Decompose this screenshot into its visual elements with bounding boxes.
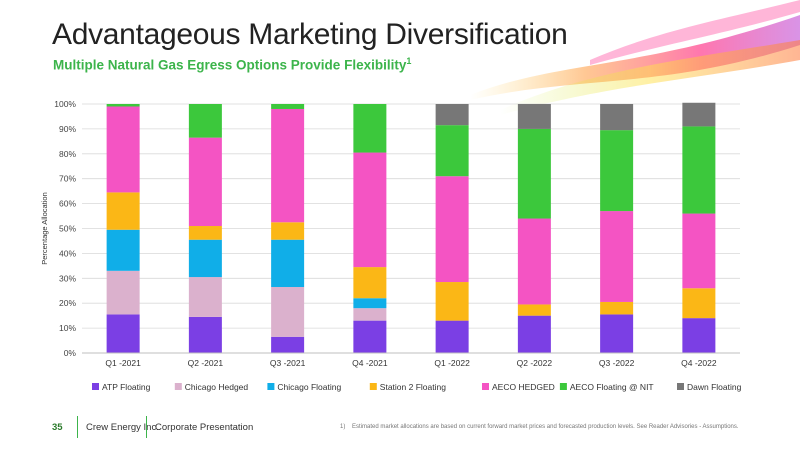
bar-segment bbox=[435, 125, 469, 177]
x-tick-label: Q3 -2022 bbox=[599, 358, 635, 368]
bar-segment bbox=[353, 320, 387, 353]
y-tick-label: 60% bbox=[59, 199, 76, 209]
legend-swatch bbox=[677, 383, 684, 390]
bar-segment bbox=[600, 314, 634, 353]
y-tick-label: 50% bbox=[59, 224, 76, 234]
y-tick-label: 30% bbox=[59, 273, 76, 283]
bar-segment bbox=[600, 130, 634, 212]
bar-segment bbox=[353, 104, 387, 153]
x-tick-label: Q1 -2021 bbox=[105, 358, 141, 368]
x-tick-label: Q2 -2021 bbox=[188, 358, 224, 368]
x-tick-label: Q4 -2022 bbox=[681, 358, 717, 368]
legend-label: Dawn Floating bbox=[687, 382, 742, 392]
bar-segment bbox=[353, 308, 387, 321]
legend-label: AECO Floating @ NIT bbox=[570, 382, 654, 392]
x-tick-label: Q1 -2022 bbox=[434, 358, 470, 368]
bar-segment bbox=[682, 213, 716, 289]
bar-segment bbox=[517, 304, 551, 316]
subtitle-text: Multiple Natural Gas Egress Options Prov… bbox=[53, 57, 407, 73]
bar-segment bbox=[517, 315, 551, 353]
stacked-bar-chart: 0% 10% 20% 30% 40% 50% 60% 70% 80% 90% 100% Percent… bbox=[40, 99, 742, 392]
legend-swatch bbox=[559, 383, 567, 390]
bar-segment bbox=[435, 282, 469, 321]
bar-segment bbox=[353, 267, 387, 299]
y-tick-label: 40% bbox=[59, 248, 76, 258]
bar-segment bbox=[682, 102, 716, 127]
legend-label: Chicago Floating bbox=[277, 382, 341, 392]
legend-swatch bbox=[174, 383, 182, 390]
x-tick-label: Q3 -2021 bbox=[270, 358, 306, 368]
legend-swatch bbox=[369, 383, 377, 390]
y-tick-label: 20% bbox=[59, 298, 76, 308]
legend-swatch bbox=[482, 383, 489, 390]
legend-swatch bbox=[92, 383, 99, 390]
bar-segment bbox=[682, 126, 716, 214]
y-tick-label: 0% bbox=[64, 348, 77, 358]
bar-segment bbox=[106, 270, 140, 315]
bar-segment bbox=[188, 316, 222, 353]
bar-segment bbox=[435, 176, 469, 283]
y-tick-label: 90% bbox=[59, 124, 76, 134]
bar-segment bbox=[188, 277, 222, 317]
bar-segment bbox=[188, 239, 222, 278]
bar-segment bbox=[106, 314, 140, 353]
x-tick-label: Q2 -2022 bbox=[517, 358, 553, 368]
legend-label: Chicago Hedged bbox=[185, 382, 249, 392]
company-name: Crew Energy Inc. bbox=[86, 422, 159, 433]
bar-segment bbox=[600, 301, 634, 315]
bar-segment bbox=[271, 336, 305, 353]
footnote-number: 1) bbox=[340, 424, 346, 430]
bar-segment bbox=[188, 226, 222, 240]
bar-segment bbox=[271, 108, 305, 223]
footnote-text: Estimated market allocations are based o… bbox=[352, 424, 739, 430]
footer-divider-right bbox=[146, 416, 147, 438]
bar-segment bbox=[435, 104, 469, 126]
page-number: 35 bbox=[52, 422, 63, 433]
bar-segment bbox=[682, 288, 716, 319]
bar-segment bbox=[600, 211, 634, 302]
legend-label: ATP Floating bbox=[102, 382, 151, 392]
footer: 35 Crew Energy Inc. Corporate Presentati… bbox=[0, 416, 800, 440]
bar-segment bbox=[517, 128, 551, 219]
bar-segment bbox=[271, 222, 305, 240]
legend-label: AECO HEDGED bbox=[492, 382, 555, 392]
y-tick-label: 80% bbox=[59, 149, 76, 159]
footer-divider-left bbox=[77, 416, 78, 438]
bar-segment bbox=[271, 104, 305, 109]
y-axis-label: Percentage Allocation bbox=[40, 192, 49, 265]
bar-segment bbox=[106, 106, 140, 193]
slide-subtitle: Multiple Natural Gas Egress Options Prov… bbox=[53, 56, 411, 73]
slide-title: Advantageous Marketing Diversification bbox=[52, 18, 568, 51]
bar-segment bbox=[517, 104, 551, 129]
bar-segment bbox=[435, 320, 469, 353]
legend-swatch bbox=[267, 383, 275, 390]
footnote: 1) Estimated market allocations are base… bbox=[340, 424, 739, 430]
bar-segment bbox=[106, 192, 140, 230]
bar-segment bbox=[106, 104, 140, 107]
bar-segment bbox=[353, 152, 387, 268]
bar-segment bbox=[600, 104, 634, 131]
bar-segment bbox=[682, 318, 716, 353]
bar-segment bbox=[271, 287, 305, 337]
bar-segment bbox=[271, 239, 305, 288]
subtitle-footnote-mark: 1 bbox=[406, 56, 412, 66]
y-tick-label: 70% bbox=[59, 174, 76, 184]
y-tick-label: 100% bbox=[54, 99, 76, 109]
y-tick-label: 10% bbox=[59, 323, 76, 333]
legend-label: Station 2 Floating bbox=[380, 382, 446, 392]
presentation-name: Corporate Presentation bbox=[155, 422, 254, 433]
bar-segment bbox=[517, 218, 551, 305]
x-tick-label: Q4 -2021 bbox=[352, 358, 388, 368]
bar-segment bbox=[188, 104, 222, 138]
bar-segment bbox=[353, 298, 387, 309]
bar-segment bbox=[106, 229, 140, 271]
bar-segment bbox=[188, 137, 222, 227]
